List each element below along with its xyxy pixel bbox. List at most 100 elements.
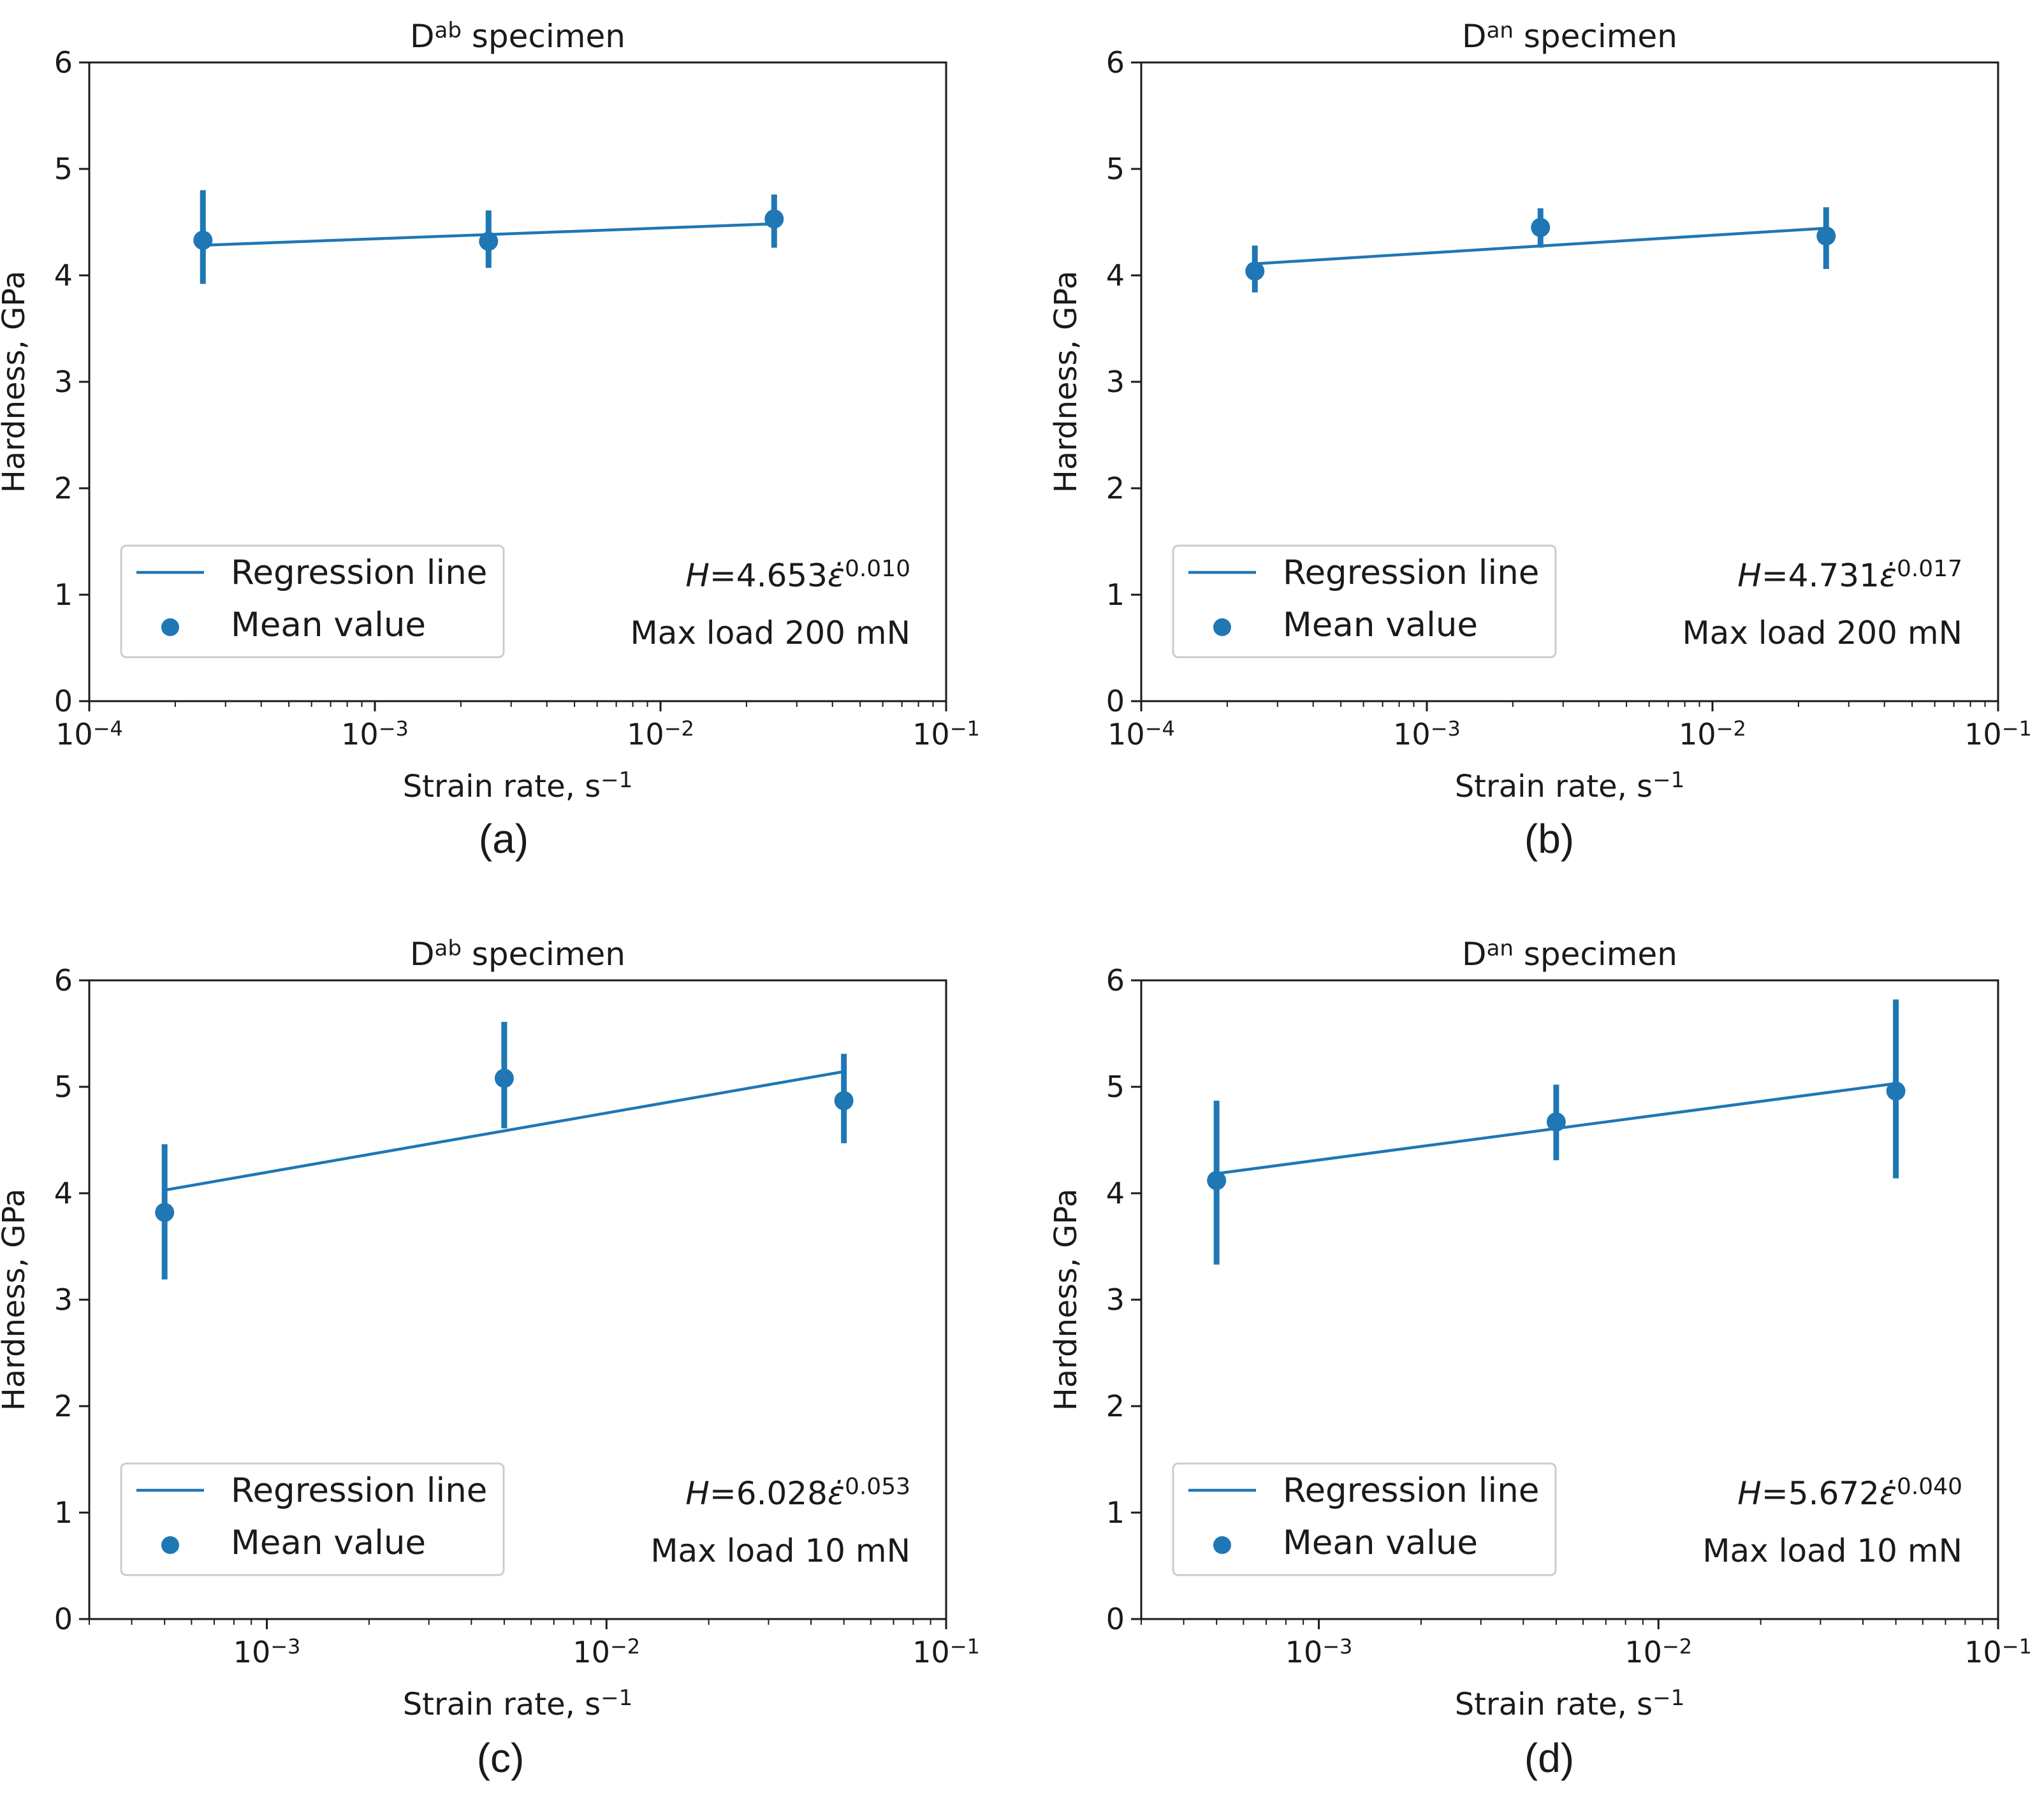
x-tick-label: 10−1 [1964,716,2032,752]
mean-value-point [494,1068,514,1088]
mean-value-point [1245,261,1265,281]
x-label-superscript: −1 [1653,767,1684,793]
x-tick-label: 10−4 [1107,716,1175,752]
title-superscript: an [1487,936,1514,961]
panel-label: (a) [479,816,529,862]
x-tick-exponent: −4 [1145,716,1175,741]
legend-regression-label: Regression line [1283,553,1539,592]
equation-strain-rate: ε̇ [1880,557,1897,594]
x-tick-base: 10 [912,1635,950,1669]
x-label-base: Strain rate, s [403,1687,601,1722]
x-tick-label: 10−3 [1285,1634,1353,1669]
mean-value-point [1207,1170,1227,1190]
mean-value-point [1531,217,1551,237]
y-tick-label: 0 [1106,684,1125,718]
x-tick-exponent: −1 [2002,716,2032,741]
regression-line [164,1070,845,1192]
y-tick-label: 2 [1106,471,1125,505]
y-tick-label: 5 [1106,152,1125,186]
x-label-superscript: −1 [1653,1685,1684,1711]
mean-value-point [764,209,784,229]
y-axis-label: Hardness, GPa [1048,271,1084,493]
equation-exponent: 0.010 [845,556,910,582]
equation-variable: H [1737,1475,1762,1512]
y-tick-label: 1 [54,1495,73,1530]
x-tick-label: 10−1 [912,1634,980,1669]
title-base: D [410,18,435,55]
x-tick-exponent: −3 [1322,1634,1352,1659]
y-tick-label: 2 [54,1389,73,1423]
y-tick-label: 0 [54,1602,73,1636]
x-tick-label: 10−1 [1964,1634,2032,1669]
legend-box [1172,1462,1557,1576]
x-tick-base: 10 [1393,717,1431,752]
equation-strain-rate: ε̇ [828,1475,845,1512]
title-superscript: ab [435,18,462,43]
y-tick-label: 5 [54,1070,73,1104]
x-tick-label: 10−2 [573,1634,640,1669]
legend-regression-label: Regression line [231,553,487,592]
x-label-base: Strain rate, s [403,769,601,804]
x-tick-base: 10 [233,1635,271,1669]
equation-variable: H [1737,557,1762,594]
x-label-superscript: −1 [601,767,632,793]
equation-variable: H [685,557,710,594]
y-axis-label: Hardness, GPa [0,271,32,493]
legend-box [120,544,505,658]
regression-equation: H=4.731ε̇0.017 [1737,556,1962,594]
legend-mean-label: Mean value [231,1523,426,1562]
mean-value-point [193,230,213,250]
panel-label: (b) [1524,816,1574,862]
title-superscript: an [1487,18,1514,43]
y-axis-label: Hardness, GPa [1048,1189,1084,1411]
x-tick-base: 10 [912,717,950,752]
x-axis-label: Strain rate, s−1 [403,1685,633,1722]
equation-exponent: 0.017 [1897,556,1962,582]
legend-mean-label: Mean value [1283,606,1478,644]
legend-marker-swatch [161,1536,179,1554]
x-tick-label: 10−3 [341,716,409,752]
y-tick-label: 6 [1106,963,1125,998]
x-tick-exponent: −1 [2002,1634,2032,1659]
legend-marker-swatch [1213,618,1231,636]
x-tick-label: 10−3 [233,1634,301,1669]
equation-coefficient: =4.731 [1762,557,1880,594]
mean-value-point [1546,1112,1566,1132]
chart-title: Dab specimen [410,18,625,55]
y-tick-label: 3 [54,365,73,399]
title-base: D [1462,18,1487,55]
title-rest: specimen [462,936,625,973]
y-tick-label: 1 [1106,578,1125,612]
title-rest: specimen [1514,936,1677,973]
x-tick-base: 10 [1964,1635,2002,1669]
regression-equation: H=6.028ε̇0.053 [685,1474,910,1512]
panel-label: (d) [1524,1735,1574,1781]
x-tick-exponent: −4 [93,716,123,741]
x-tick-label: 10−4 [55,716,123,752]
y-tick-label: 6 [54,963,73,998]
max-load-label: Max load 200 mN [631,614,910,651]
x-axis-label: Strain rate, s−1 [403,767,633,804]
legend-box [120,1462,505,1576]
x-label-superscript: −1 [601,1685,632,1711]
legend-mean-label: Mean value [231,606,426,644]
x-tick-exponent: −2 [610,1634,640,1659]
x-tick-exponent: −2 [1716,716,1746,741]
regression-equation: H=5.672ε̇0.040 [1737,1474,1962,1512]
equation-exponent: 0.053 [845,1474,910,1500]
x-tick-base: 10 [1107,717,1145,752]
y-tick-label: 5 [1106,1070,1125,1104]
x-tick-base: 10 [1964,717,2002,752]
x-label-base: Strain rate, s [1455,769,1653,804]
mean-value-point [1886,1081,1906,1101]
chart-title: Dan specimen [1462,18,1677,55]
max-load-label: Max load 200 mN [1683,614,1962,651]
y-tick-label: 0 [1106,1602,1125,1636]
y-tick-label: 6 [54,45,73,80]
mean-value-point [155,1203,175,1223]
x-tick-exponent: −3 [1431,716,1461,741]
x-tick-base: 10 [1285,1635,1323,1669]
